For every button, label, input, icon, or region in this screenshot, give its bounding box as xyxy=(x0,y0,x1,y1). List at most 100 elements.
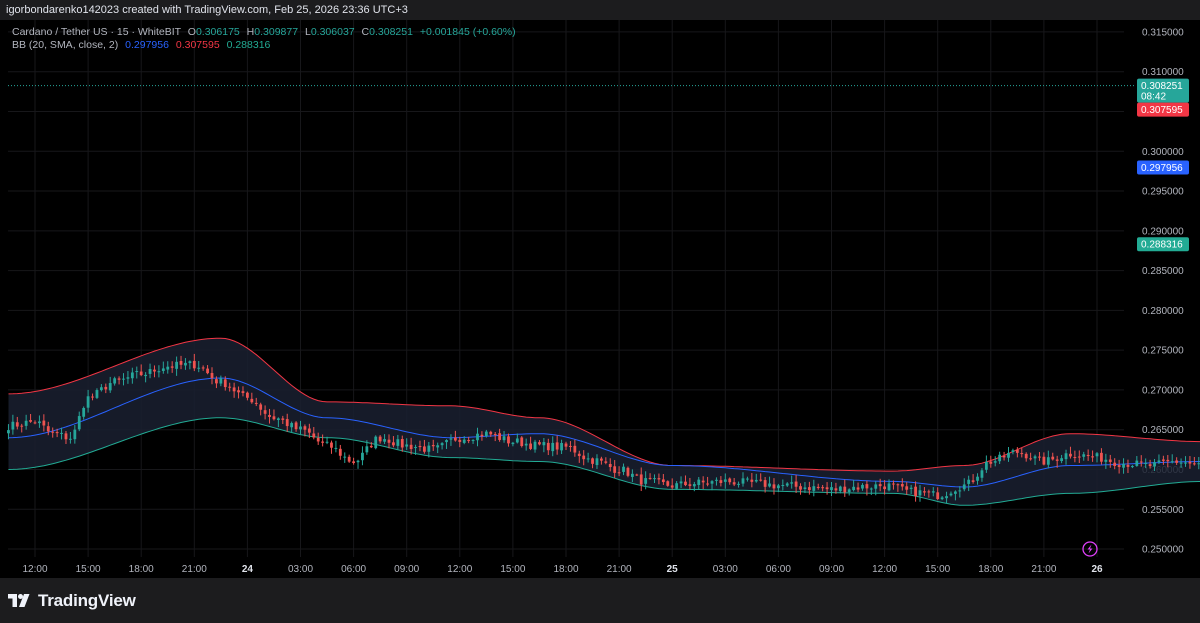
candle-body xyxy=(1029,458,1033,460)
candle-body xyxy=(259,404,263,410)
candle-body xyxy=(790,482,794,484)
candle-body xyxy=(69,438,72,440)
candle xyxy=(569,441,572,452)
price-tag: 0.288316 xyxy=(1137,237,1189,252)
candle-body xyxy=(139,371,143,376)
lower-band-line xyxy=(8,417,1200,506)
candle-body xyxy=(613,466,617,473)
candle-body xyxy=(865,484,869,489)
candle xyxy=(1082,451,1086,461)
basis-line xyxy=(8,377,1200,488)
candle-body xyxy=(82,408,86,417)
candle-body xyxy=(1051,456,1055,460)
candle-body xyxy=(268,414,271,417)
candle-body xyxy=(334,447,338,449)
candle-body xyxy=(551,442,555,452)
candle xyxy=(321,434,325,447)
candle xyxy=(365,440,369,455)
candle xyxy=(122,373,125,386)
candle xyxy=(825,482,829,495)
candle-body xyxy=(980,470,984,478)
price-tick-label: 0.270000 xyxy=(1142,385,1184,396)
candle xyxy=(993,456,997,467)
price-tick-label: 0.275000 xyxy=(1142,346,1184,357)
candle-body xyxy=(29,420,32,422)
candle xyxy=(971,474,975,484)
legend-symbol-row: Cardano / Tether US · 15 · WhiteBIT O0.3… xyxy=(12,26,516,38)
candle xyxy=(1113,458,1117,470)
flash-icon[interactable] xyxy=(1082,541,1098,557)
candle xyxy=(967,475,971,492)
candle-body xyxy=(569,445,572,447)
candle-body xyxy=(604,461,608,463)
candle-body xyxy=(343,456,347,458)
tradingview-logo[interactable]: TradingView xyxy=(8,591,136,611)
candle-body xyxy=(383,439,386,442)
candle xyxy=(325,436,329,445)
symbol-name[interactable]: Cardano / Tether US · 15 · WhiteBIT xyxy=(12,26,181,38)
candle xyxy=(785,482,789,487)
candle xyxy=(794,474,798,493)
candle xyxy=(529,436,532,451)
candle-body xyxy=(476,433,479,441)
candle xyxy=(998,451,1002,465)
high-label: H xyxy=(246,26,255,38)
candle xyxy=(1100,448,1103,465)
candle xyxy=(1007,447,1010,462)
candle xyxy=(263,405,267,420)
candle xyxy=(117,376,121,385)
candle xyxy=(449,434,453,446)
candle-body xyxy=(945,496,948,499)
candle xyxy=(976,473,979,485)
candle-body xyxy=(635,474,639,476)
candle xyxy=(445,439,448,449)
candle-body xyxy=(1002,455,1006,458)
candle-body xyxy=(188,361,192,364)
candle xyxy=(1091,450,1094,462)
candle-body xyxy=(1175,460,1179,463)
time-tick-label: 18:00 xyxy=(553,564,578,575)
candle xyxy=(626,466,630,478)
candle xyxy=(759,473,763,482)
candle-body xyxy=(1015,449,1019,453)
candle xyxy=(1002,451,1006,461)
candle-body xyxy=(1086,454,1090,457)
candle-body xyxy=(1139,461,1143,463)
candle xyxy=(334,440,338,453)
bb-label[interactable]: BB (20, SMA, close, 2) xyxy=(12,39,119,51)
candle xyxy=(312,427,316,440)
candle-body xyxy=(179,361,183,365)
candle-body xyxy=(1135,460,1139,466)
candle xyxy=(215,376,218,389)
candle xyxy=(1184,456,1187,467)
candle xyxy=(259,402,263,416)
candle-body xyxy=(330,442,333,448)
candle xyxy=(1055,455,1059,468)
candle xyxy=(241,386,245,397)
candle-body xyxy=(715,479,718,481)
candle xyxy=(896,483,900,492)
candle-body xyxy=(215,379,218,384)
candle xyxy=(60,427,63,440)
candle xyxy=(1117,459,1121,474)
candle xyxy=(608,458,612,472)
candle xyxy=(1126,459,1130,474)
price-chart[interactable]: 0.2500000.2550000.2600000.2650000.270000… xyxy=(0,20,1200,578)
candle xyxy=(1015,447,1019,458)
candle xyxy=(170,361,174,373)
candle-body xyxy=(170,366,174,368)
candle-body xyxy=(1192,463,1196,465)
candle-body xyxy=(1073,457,1077,459)
candle xyxy=(954,490,957,501)
candle xyxy=(692,481,696,492)
candle-body xyxy=(617,472,621,474)
candle-body xyxy=(489,431,493,435)
candle-body xyxy=(883,486,886,490)
candle-body xyxy=(153,369,156,372)
candle xyxy=(856,482,860,493)
candle-body xyxy=(666,481,670,486)
candle-body xyxy=(799,486,802,490)
candle xyxy=(361,446,364,466)
candle xyxy=(591,457,594,469)
candle xyxy=(1104,453,1108,469)
